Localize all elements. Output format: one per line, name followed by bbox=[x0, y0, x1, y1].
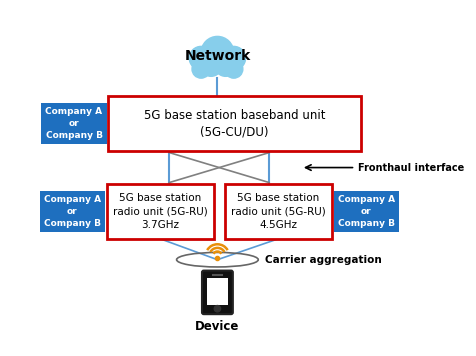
Text: Company A
or
Company B: Company A or Company B bbox=[45, 107, 102, 140]
FancyBboxPatch shape bbox=[41, 103, 107, 145]
Circle shape bbox=[222, 46, 246, 70]
Text: Device: Device bbox=[195, 320, 239, 333]
FancyBboxPatch shape bbox=[202, 271, 233, 314]
FancyBboxPatch shape bbox=[225, 184, 332, 239]
Circle shape bbox=[215, 54, 237, 76]
FancyBboxPatch shape bbox=[207, 278, 228, 305]
Text: Carrier aggregation: Carrier aggregation bbox=[265, 255, 381, 265]
FancyBboxPatch shape bbox=[334, 191, 399, 232]
Text: 5G base station baseband unit
(5G-CU/DU): 5G base station baseband unit (5G-CU/DU) bbox=[144, 109, 326, 138]
Circle shape bbox=[192, 60, 210, 78]
Text: 5G base station
radio unit (5G-RU)
4.5GHz: 5G base station radio unit (5G-RU) 4.5GH… bbox=[231, 193, 326, 230]
Text: 5G base station
radio unit (5G-RU)
3.7GHz: 5G base station radio unit (5G-RU) 3.7GH… bbox=[113, 193, 208, 230]
Text: Network: Network bbox=[184, 49, 250, 63]
FancyBboxPatch shape bbox=[109, 96, 361, 151]
Text: Company A
or
Company B: Company A or Company B bbox=[338, 195, 395, 228]
Text: Company A
or
Company B: Company A or Company B bbox=[44, 195, 101, 228]
Text: Fronthaul interface: Fronthaul interface bbox=[358, 163, 465, 173]
Circle shape bbox=[214, 305, 220, 312]
Circle shape bbox=[200, 54, 222, 76]
Circle shape bbox=[201, 36, 234, 69]
FancyBboxPatch shape bbox=[107, 184, 214, 239]
Circle shape bbox=[189, 46, 213, 70]
FancyBboxPatch shape bbox=[40, 191, 105, 232]
Circle shape bbox=[225, 60, 243, 78]
